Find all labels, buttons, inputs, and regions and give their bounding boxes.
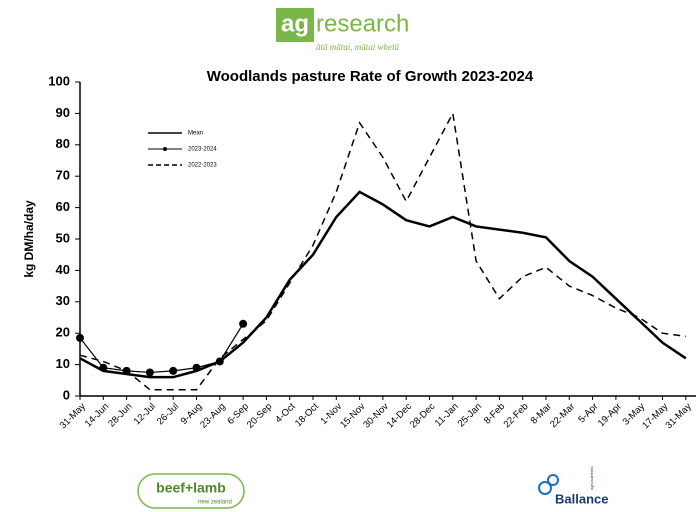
data-point (192, 363, 201, 372)
legend-label: Mean (188, 131, 203, 137)
data-point (215, 357, 224, 366)
y-tick-label: 20 (56, 325, 70, 340)
beef-lamb-text: beef+lamb (156, 480, 226, 496)
y-tick-label: 40 (56, 262, 70, 277)
ballance-icon (538, 481, 552, 495)
logo-research: research (316, 10, 409, 37)
logo-tagline: ātā mātai, mātai whetū (316, 42, 399, 52)
x-tick-label: 14-Dec (385, 401, 415, 431)
data-point (239, 319, 248, 328)
x-tick-label: 25-Jan (456, 401, 484, 429)
x-tick-label: 26-Jul (155, 401, 181, 427)
series-line (79, 190, 687, 379)
data-point (99, 363, 108, 372)
x-tick-label: 31-May (664, 401, 694, 431)
y-tick-label: 10 (56, 356, 70, 371)
x-tick-label: 31-May (58, 401, 88, 431)
legend-label: 2022-2023 (188, 163, 217, 169)
x-tick-label: 20-Sep (245, 401, 274, 430)
x-tick-label: 30-Nov (361, 401, 391, 431)
beef-lamb-sub: new zealand (198, 500, 232, 506)
data-point (145, 368, 154, 377)
y-tick-label: 90 (56, 105, 70, 120)
x-tick-label: 18-Oct (293, 401, 321, 429)
legend-marker (163, 147, 167, 151)
series-line (79, 111, 686, 391)
legend-label: 2023-2024 (188, 147, 217, 153)
x-tick-label: 28-Dec (408, 401, 438, 431)
x-tick-label: 19-Apr (596, 401, 624, 429)
y-tick-label: 80 (56, 136, 70, 151)
ballance-icon (547, 474, 559, 486)
y-axis-label: kg DM/ha/day (22, 200, 36, 278)
chart-title: Woodlands pasture Rate of Growth 2023-20… (207, 68, 534, 85)
logo-ag: ag (281, 10, 309, 37)
x-tick-label: 14-Jun (83, 401, 111, 429)
y-tick-label: 50 (56, 230, 70, 245)
y-tick-label: 70 (56, 168, 70, 183)
y-tick-label: 0 (63, 387, 70, 402)
x-tick-label: 15-Nov (338, 401, 368, 431)
x-tick-label: 12-Jul (132, 401, 158, 427)
y-tick-label: 30 (56, 293, 70, 308)
y-tick-label: 100 (48, 73, 70, 88)
y-tick-label: 60 (56, 199, 70, 214)
x-tick-label: 28-Jun (106, 401, 134, 429)
x-tick-label: 11-Jan (433, 401, 461, 429)
x-tick-label: 22-Feb (502, 401, 531, 430)
data-point (76, 333, 84, 342)
logo-box (276, 8, 314, 42)
beef-lamb-logo (137, 473, 245, 509)
ballance-sub: agri-nutrients (589, 467, 594, 490)
x-tick-label: 22-Mar (548, 401, 577, 430)
data-point (169, 366, 178, 375)
x-tick-label: 23-Aug (198, 401, 227, 430)
ballance-text: Ballance (555, 491, 608, 506)
